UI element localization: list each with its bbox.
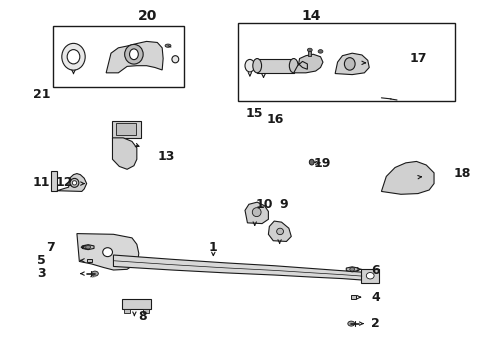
Text: 1: 1: [209, 241, 218, 255]
Ellipse shape: [124, 44, 143, 64]
Bar: [87, 258, 93, 262]
Ellipse shape: [367, 273, 374, 279]
Ellipse shape: [62, 43, 85, 70]
Bar: [143, 309, 148, 313]
Circle shape: [348, 321, 355, 326]
Circle shape: [350, 267, 355, 271]
Text: 7: 7: [46, 240, 54, 254]
Ellipse shape: [253, 59, 262, 73]
Bar: [116, 123, 136, 135]
Ellipse shape: [86, 246, 91, 249]
Circle shape: [307, 48, 312, 52]
Bar: [52, 26, 184, 87]
Ellipse shape: [172, 56, 179, 63]
Ellipse shape: [165, 44, 171, 47]
Text: 2: 2: [371, 317, 380, 330]
Polygon shape: [114, 255, 362, 280]
Ellipse shape: [252, 208, 261, 217]
Circle shape: [318, 50, 323, 53]
Text: 19: 19: [313, 157, 331, 170]
Ellipse shape: [277, 228, 284, 235]
Polygon shape: [294, 54, 323, 73]
Polygon shape: [346, 267, 358, 272]
Bar: [257, 59, 294, 73]
Polygon shape: [269, 221, 291, 242]
Text: 11: 11: [33, 176, 50, 189]
Text: 12: 12: [56, 176, 74, 189]
Bar: [361, 269, 379, 283]
Text: 5: 5: [37, 253, 46, 266]
Ellipse shape: [129, 49, 138, 60]
Ellipse shape: [103, 248, 113, 257]
Text: 10: 10: [256, 198, 273, 211]
Polygon shape: [113, 138, 137, 169]
Text: 8: 8: [138, 310, 147, 323]
Text: 16: 16: [267, 113, 284, 126]
Polygon shape: [77, 234, 139, 270]
Ellipse shape: [350, 267, 355, 271]
Polygon shape: [57, 174, 87, 192]
Circle shape: [86, 246, 91, 249]
Bar: [113, 121, 141, 138]
Polygon shape: [106, 41, 163, 73]
Polygon shape: [381, 161, 434, 194]
Polygon shape: [82, 245, 94, 249]
Text: 15: 15: [246, 107, 264, 120]
Ellipse shape: [245, 59, 255, 72]
Text: 20: 20: [138, 9, 157, 23]
Polygon shape: [245, 202, 269, 224]
Circle shape: [92, 271, 98, 276]
Ellipse shape: [344, 58, 355, 70]
Text: 13: 13: [157, 149, 175, 163]
Ellipse shape: [70, 179, 79, 187]
Text: 14: 14: [301, 9, 320, 23]
Bar: [51, 171, 57, 192]
Bar: [124, 309, 130, 313]
Ellipse shape: [289, 59, 298, 73]
Text: 21: 21: [33, 88, 50, 101]
Text: 17: 17: [409, 52, 427, 65]
Ellipse shape: [67, 50, 80, 64]
Bar: [238, 23, 455, 102]
Ellipse shape: [73, 181, 76, 185]
Bar: [308, 51, 311, 56]
Text: 18: 18: [453, 167, 470, 180]
Text: 6: 6: [371, 264, 380, 276]
Polygon shape: [335, 53, 369, 75]
Ellipse shape: [309, 159, 314, 165]
Bar: [122, 299, 151, 309]
Text: 9: 9: [280, 198, 288, 211]
Text: 4: 4: [371, 291, 380, 305]
Text: 3: 3: [37, 267, 46, 280]
Bar: [351, 296, 356, 299]
